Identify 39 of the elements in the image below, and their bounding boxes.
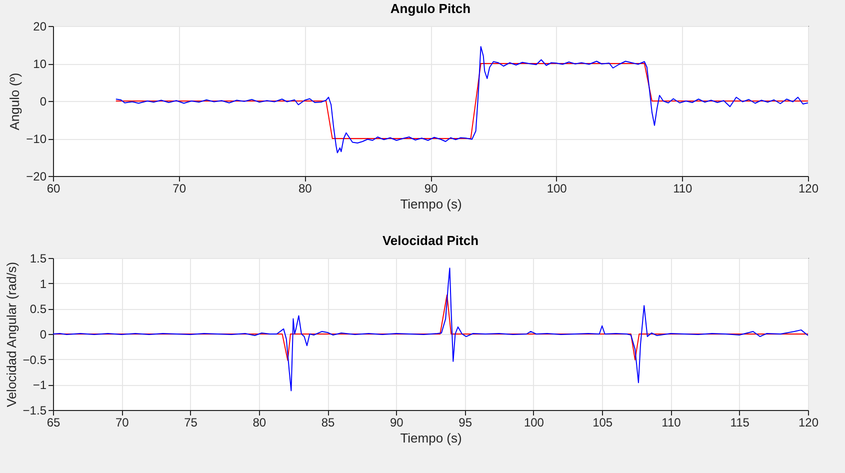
x-tick-label: 95 — [458, 416, 472, 430]
x-tick-label: 105 — [592, 416, 613, 430]
x-tick-label: 120 — [798, 182, 819, 196]
x-tick-label: 110 — [662, 416, 682, 430]
chart-title: Angulo Pitch — [390, 1, 471, 16]
y-tick-label: 0 — [40, 328, 47, 342]
x-axis-title: Tiempo (s) — [400, 196, 462, 212]
line-series — [115, 46, 808, 154]
y-tick-label: −0.5 — [22, 352, 47, 367]
x-tick-label: 90 — [390, 416, 404, 430]
x-tick-label: 90 — [424, 182, 438, 196]
y-tick-label: 10 — [33, 57, 47, 71]
line-series — [53, 268, 808, 392]
x-axis-title: Tiempo (s) — [400, 430, 462, 446]
x-tick-label: 70 — [172, 182, 186, 196]
y-tick-label: −1 — [32, 378, 47, 392]
y-tick-label: 1.5 — [30, 252, 47, 266]
x-tick-label: 85 — [321, 416, 336, 430]
y-axis-title: Angulo (º) — [7, 72, 22, 130]
x-tick-label: 65 — [46, 416, 60, 430]
chart-title: Velocidad Pitch — [382, 233, 479, 248]
x-tick-label: 80 — [252, 416, 266, 430]
y-tick-label: 1 — [40, 276, 47, 291]
x-tick-label: 70 — [115, 416, 130, 430]
y-tick-label: −1.5 — [22, 404, 47, 418]
y-tick-label: 0.5 — [30, 302, 47, 316]
y-tick-label: −10 — [26, 132, 47, 146]
x-tick-label: 80 — [298, 182, 312, 196]
x-tick-label: 120 — [798, 416, 819, 430]
x-tick-label: 110 — [673, 182, 693, 196]
x-tick-label: 100 — [546, 182, 568, 196]
x-tick-label: 75 — [184, 416, 198, 430]
y-tick-label: 20 — [33, 20, 47, 34]
x-tick-label: 100 — [524, 416, 544, 430]
x-tick-label: 60 — [46, 182, 60, 196]
y-axis-title: Velocidad Angular (rad/s) — [4, 262, 19, 408]
y-tick-label: −20 — [26, 170, 47, 184]
y-tick-label: 0 — [40, 94, 47, 108]
x-tick-label: 115 — [730, 416, 750, 430]
